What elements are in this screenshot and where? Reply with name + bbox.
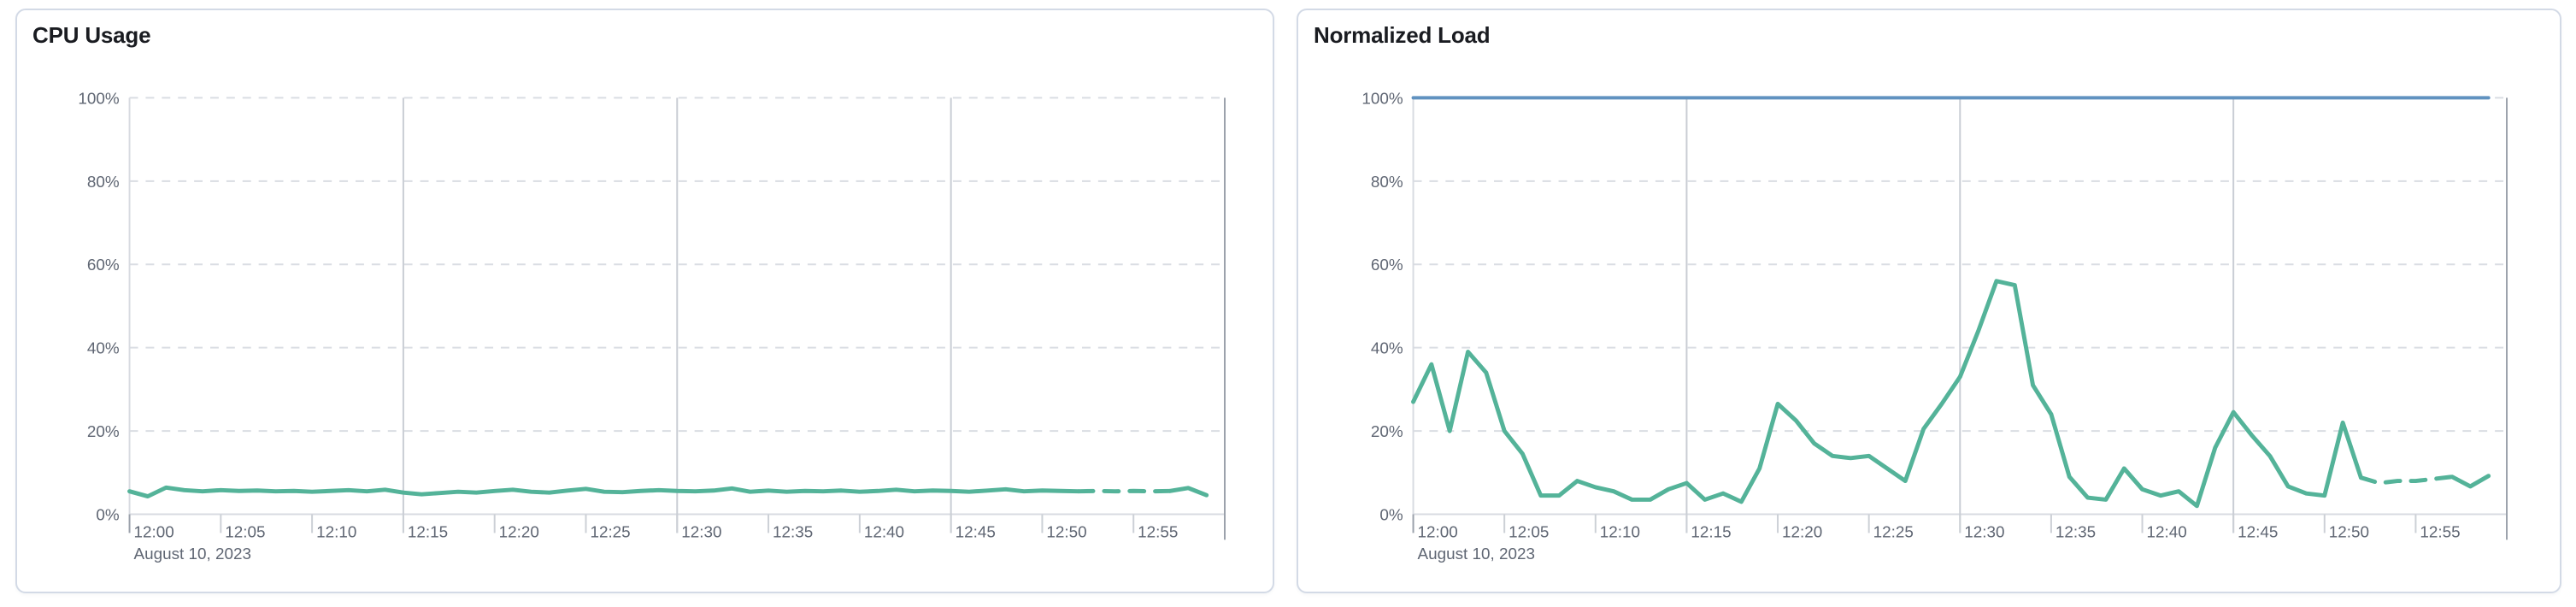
date-label: August 10, 2023: [134, 545, 251, 563]
y-tick-label: 80%: [87, 174, 120, 192]
x-tick-label: 12:00: [1418, 523, 1458, 541]
panel-cpu-usage: CPU Usage 0% 20% 40% 60% 80% 100% 12:00 12:05 12…: [15, 9, 1274, 593]
y-tick-label: 40%: [87, 340, 120, 358]
x-tick-label: 12:25: [1873, 523, 1914, 541]
x-tick-label: 12:20: [499, 523, 539, 541]
x-tick-label: 12:10: [316, 523, 356, 541]
x-tick-label: 12:45: [956, 523, 996, 541]
cpu-usage-line: [127, 485, 1081, 499]
y-tick-label: 100%: [78, 90, 119, 108]
normalized-load-line: [2358, 474, 2455, 486]
chart-title: Normalized Load: [1314, 22, 1491, 48]
y-tick-label: 60%: [87, 256, 120, 274]
x-tick-label: 12:35: [2056, 523, 2096, 541]
y-tick-label: 60%: [1371, 256, 1403, 274]
y-tick-label: 40%: [1371, 340, 1403, 358]
x-tick-label: 12:55: [1138, 523, 1178, 541]
y-tick-label: 0%: [1379, 506, 1403, 524]
y-tick-label: 100%: [1362, 90, 1403, 108]
x-tick-label: 12:05: [225, 523, 265, 541]
x-tick-label: 12:40: [2147, 523, 2187, 541]
x-tick-label: 12:15: [1691, 523, 1731, 541]
x-tick-label: 12:05: [1509, 523, 1549, 541]
x-tick-label: 12:25: [590, 523, 630, 541]
x-tick-label: 12:00: [134, 523, 174, 541]
x-tick-label: 12:40: [864, 523, 904, 541]
date-label: August 10, 2023: [1418, 545, 1535, 563]
y-tick-label: 80%: [1371, 174, 1403, 192]
cpu-usage-chart[interactable]: 0% 20% 40% 60% 80% 100% 12:00 12:05 12:10 12:15 12…: [17, 10, 1273, 592]
panel-normalized-load: Normalized Load 0% 20% 40% 60% 80% 100% 12:00 1…: [1297, 9, 2561, 593]
x-tick-label: 12:20: [1782, 523, 1822, 541]
chart-title: CPU Usage: [32, 22, 151, 48]
x-tick-label: 12:15: [408, 523, 448, 541]
x-tick-label: 12:50: [1046, 523, 1086, 541]
y-tick-label: 0%: [96, 506, 119, 524]
normalized-load-chart[interactable]: 0% 20% 40% 60% 80% 100% 12:00 12:05 12:10 12:15 12…: [1298, 10, 2560, 592]
x-tick-label: 12:30: [681, 523, 721, 541]
x-tick-label: 12:30: [1964, 523, 2004, 541]
cpu-usage-line: [1167, 486, 1209, 498]
x-tick-label: 12:55: [2420, 523, 2460, 541]
x-tick-label: 12:50: [2329, 523, 2369, 541]
x-tick-label: 12:10: [1600, 523, 1640, 541]
x-tick-label: 12:35: [773, 523, 813, 541]
y-tick-label: 20%: [1371, 423, 1403, 441]
normalized-load-line: [2450, 474, 2491, 489]
x-tick-label: 12:45: [2238, 523, 2278, 541]
normalized-load-line: [1411, 279, 2363, 509]
y-tick-label: 20%: [87, 423, 120, 441]
